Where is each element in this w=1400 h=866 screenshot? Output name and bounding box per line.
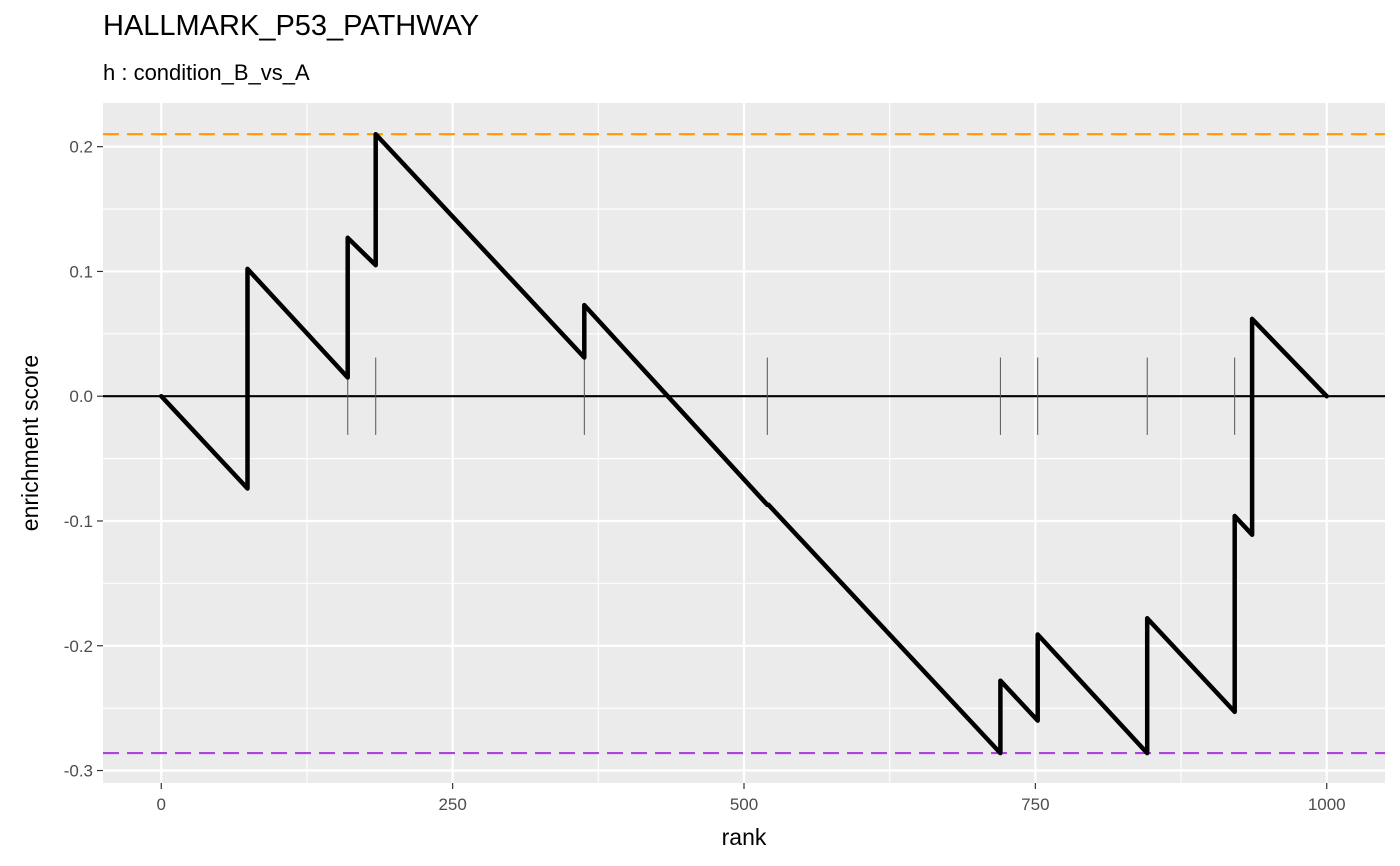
y-tick-label: 0.1 [69, 262, 93, 281]
x-tick-label: 500 [730, 795, 758, 814]
x-tick-label: 750 [1021, 795, 1049, 814]
x-tick-label: 250 [438, 795, 466, 814]
x-axis-title: rank [722, 824, 767, 850]
y-axis-title: enrichment score [17, 355, 43, 531]
enrichment-curve [159, 131, 1329, 756]
y-tick-label: -0.1 [64, 512, 93, 531]
x-tick-label: 1000 [1308, 795, 1346, 814]
chart-title: HALLMARK_P53_PATHWAY [103, 10, 480, 42]
x-tick-label: 0 [157, 795, 166, 814]
chart-subtitle: h : condition_B_vs_A [103, 60, 310, 85]
y-tick-label: 0.2 [69, 138, 93, 157]
y-tick-label: 0.0 [69, 387, 93, 406]
y-tick-label: -0.2 [64, 637, 93, 656]
y-tick-label: -0.3 [64, 762, 93, 781]
